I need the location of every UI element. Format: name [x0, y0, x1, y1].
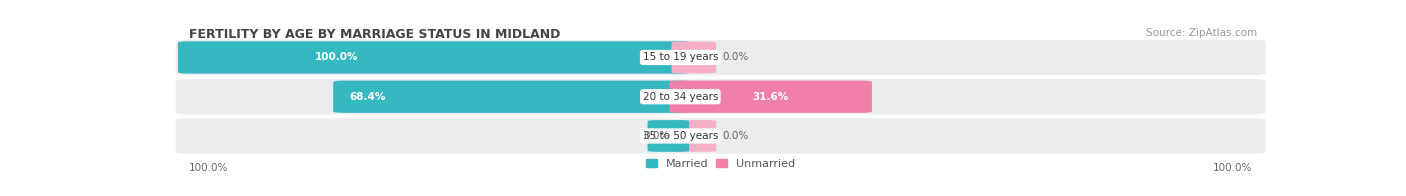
Text: 100.0%: 100.0%	[188, 163, 228, 173]
Text: 35 to 50 years: 35 to 50 years	[643, 131, 718, 141]
FancyBboxPatch shape	[648, 120, 689, 152]
Legend: Married, Unmarried: Married, Unmarried	[647, 159, 794, 169]
FancyBboxPatch shape	[672, 42, 716, 73]
Text: 0.0%: 0.0%	[643, 131, 669, 141]
FancyBboxPatch shape	[672, 120, 716, 152]
Text: 31.6%: 31.6%	[752, 92, 789, 102]
Text: 68.4%: 68.4%	[349, 92, 385, 102]
Text: Source: ZipAtlas.com: Source: ZipAtlas.com	[1146, 28, 1257, 38]
Text: 100.0%: 100.0%	[1213, 163, 1253, 173]
Text: 0.0%: 0.0%	[723, 131, 749, 141]
FancyBboxPatch shape	[179, 41, 692, 74]
Text: 0.0%: 0.0%	[723, 53, 749, 63]
FancyBboxPatch shape	[176, 79, 1265, 114]
FancyBboxPatch shape	[176, 118, 1265, 154]
FancyBboxPatch shape	[333, 81, 692, 113]
FancyBboxPatch shape	[176, 40, 1265, 75]
Text: 100.0%: 100.0%	[315, 53, 359, 63]
Text: 20 to 34 years: 20 to 34 years	[643, 92, 718, 102]
Text: FERTILITY BY AGE BY MARRIAGE STATUS IN MIDLAND: FERTILITY BY AGE BY MARRIAGE STATUS IN M…	[188, 28, 560, 41]
Text: 15 to 19 years: 15 to 19 years	[643, 53, 718, 63]
FancyBboxPatch shape	[669, 81, 872, 113]
